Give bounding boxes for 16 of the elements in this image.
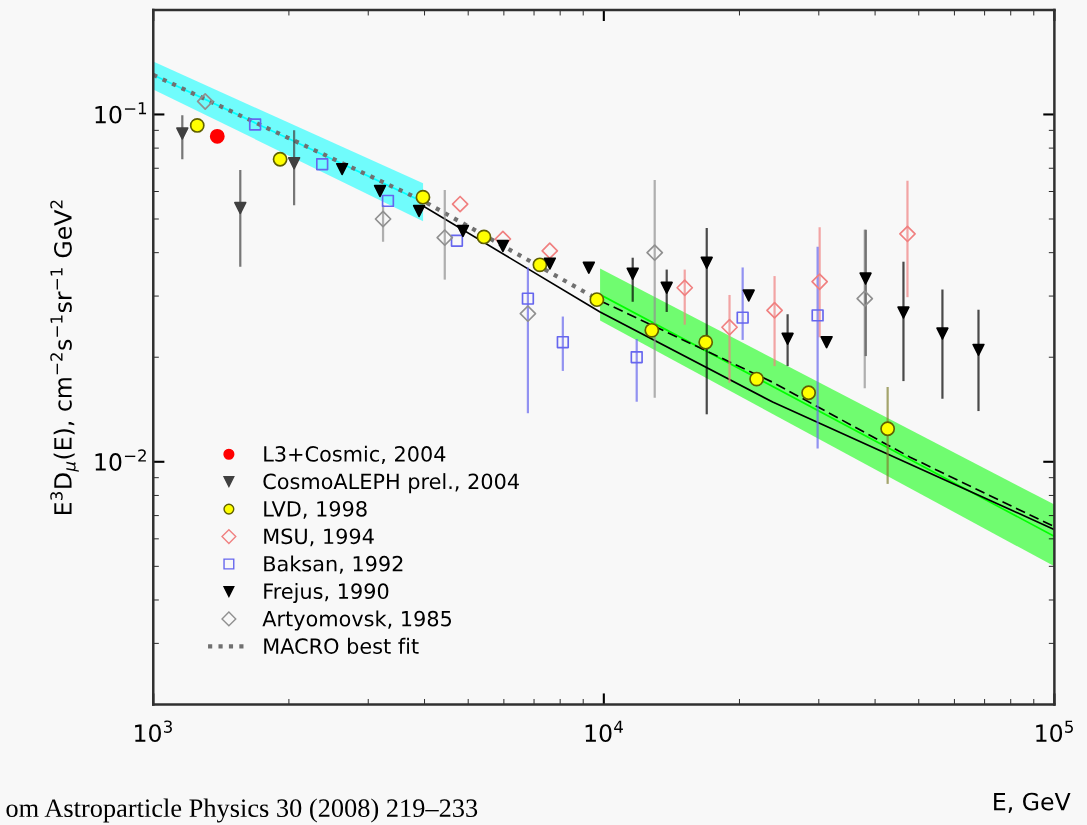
- y-tick-label: 10$^{−1}$: [95, 102, 147, 124]
- legend-label: LVD, 1998: [264, 500, 367, 519]
- text: om Astroparticle Physics 30 (2008) 219–233: [6, 798, 478, 823]
- x-tick-label: 10$^{3}$: [135, 720, 172, 743]
- x-axis-title: E, GeV: [994, 792, 1071, 813]
- legend-label: MACRO best fit: [264, 637, 419, 654]
- legend-label: Artyomovsk, 1985: [262, 610, 452, 631]
- legend-label: MSU, 1994: [264, 528, 374, 547]
- x-tick-label: 10$^{5}$: [1036, 720, 1073, 743]
- legend-label: L3+Cosmic, 2004: [264, 445, 446, 464]
- legend-label: Frejus, 1990: [264, 582, 389, 604]
- legend-label: Baksan, 1992: [264, 555, 403, 574]
- text: E$^{3}$D$_{μ}$(E), cm$^{−2}$s$^{−1}$sr$^{−1}$ GeV$^{2}$: [50, 200, 79, 515]
- legend-label: CosmoALEPH prel., 2004: [263, 473, 519, 494]
- y-tick-label: 10$^{−2}$: [95, 449, 146, 471]
- x-tick-label: 10$^{4}$: [585, 720, 623, 743]
